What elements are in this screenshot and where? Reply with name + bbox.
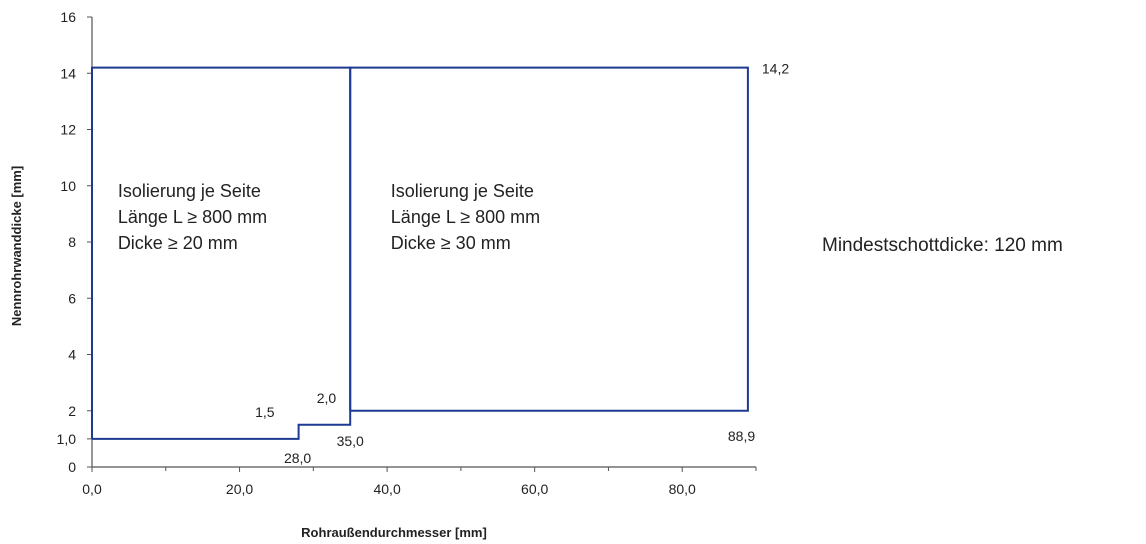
x-tick-label: 60,0	[521, 481, 548, 497]
point-annotation: 2,0	[317, 390, 337, 406]
point-annotation: 1,5	[255, 404, 275, 420]
x-tick-label: 0,0	[82, 481, 102, 497]
region-outline-right	[349, 66, 749, 412]
y-tick-label: 16	[60, 9, 76, 25]
y-tick-label: 1,0	[57, 431, 77, 447]
point-annotation: 35,0	[337, 433, 364, 449]
regions	[91, 66, 749, 440]
y-axis-title: Nennrohrwanddicke [mm]	[9, 166, 24, 326]
y-tick-label: 14	[60, 65, 76, 81]
region-text-line: Dicke ≥ 20 mm	[118, 233, 238, 253]
point-annotation: 14,2	[762, 61, 789, 77]
y-tick-label: 2	[68, 403, 76, 419]
x-tick-label: 80,0	[669, 481, 696, 497]
point-annotations: 14,2 88,9 1,5 2,0 28,0 35,0	[255, 61, 789, 466]
region-text-line: Isolierung je Seite	[118, 181, 261, 201]
region-text-line: Länge L ≥ 800 mm	[391, 207, 540, 227]
point-annotation: 28,0	[284, 450, 311, 466]
region-text-line: Länge L ≥ 800 mm	[118, 207, 267, 227]
region-text-line: Dicke ≥ 30 mm	[391, 233, 511, 253]
side-note: Mindestschottdicke: 120 mm	[822, 235, 1063, 256]
y-tick-label: 6	[68, 290, 76, 306]
y-tick-label: 12	[60, 122, 76, 138]
x-tick-labels: 0,0 20,0 40,0 60,0 80,0	[82, 481, 696, 497]
y-tick-labels: 0 1,0 2 4 6 8 10 12 14 16	[57, 9, 77, 475]
region-texts: Isolierung je Seite Länge L ≥ 800 mm Dicke…	[118, 181, 540, 253]
y-tick-label: 10	[60, 178, 76, 194]
y-tick-label: 0	[68, 459, 76, 475]
x-tick-label: 40,0	[373, 481, 400, 497]
x-axis-title: Rohraußendurchmesser [mm]	[301, 525, 487, 540]
x-tick-label: 20,0	[226, 481, 253, 497]
y-tick-label: 4	[68, 347, 76, 363]
y-tick-label: 8	[68, 234, 76, 250]
region-outline-left	[91, 66, 352, 440]
region-text-line: Isolierung je Seite	[391, 181, 534, 201]
point-annotation: 88,9	[728, 428, 755, 444]
